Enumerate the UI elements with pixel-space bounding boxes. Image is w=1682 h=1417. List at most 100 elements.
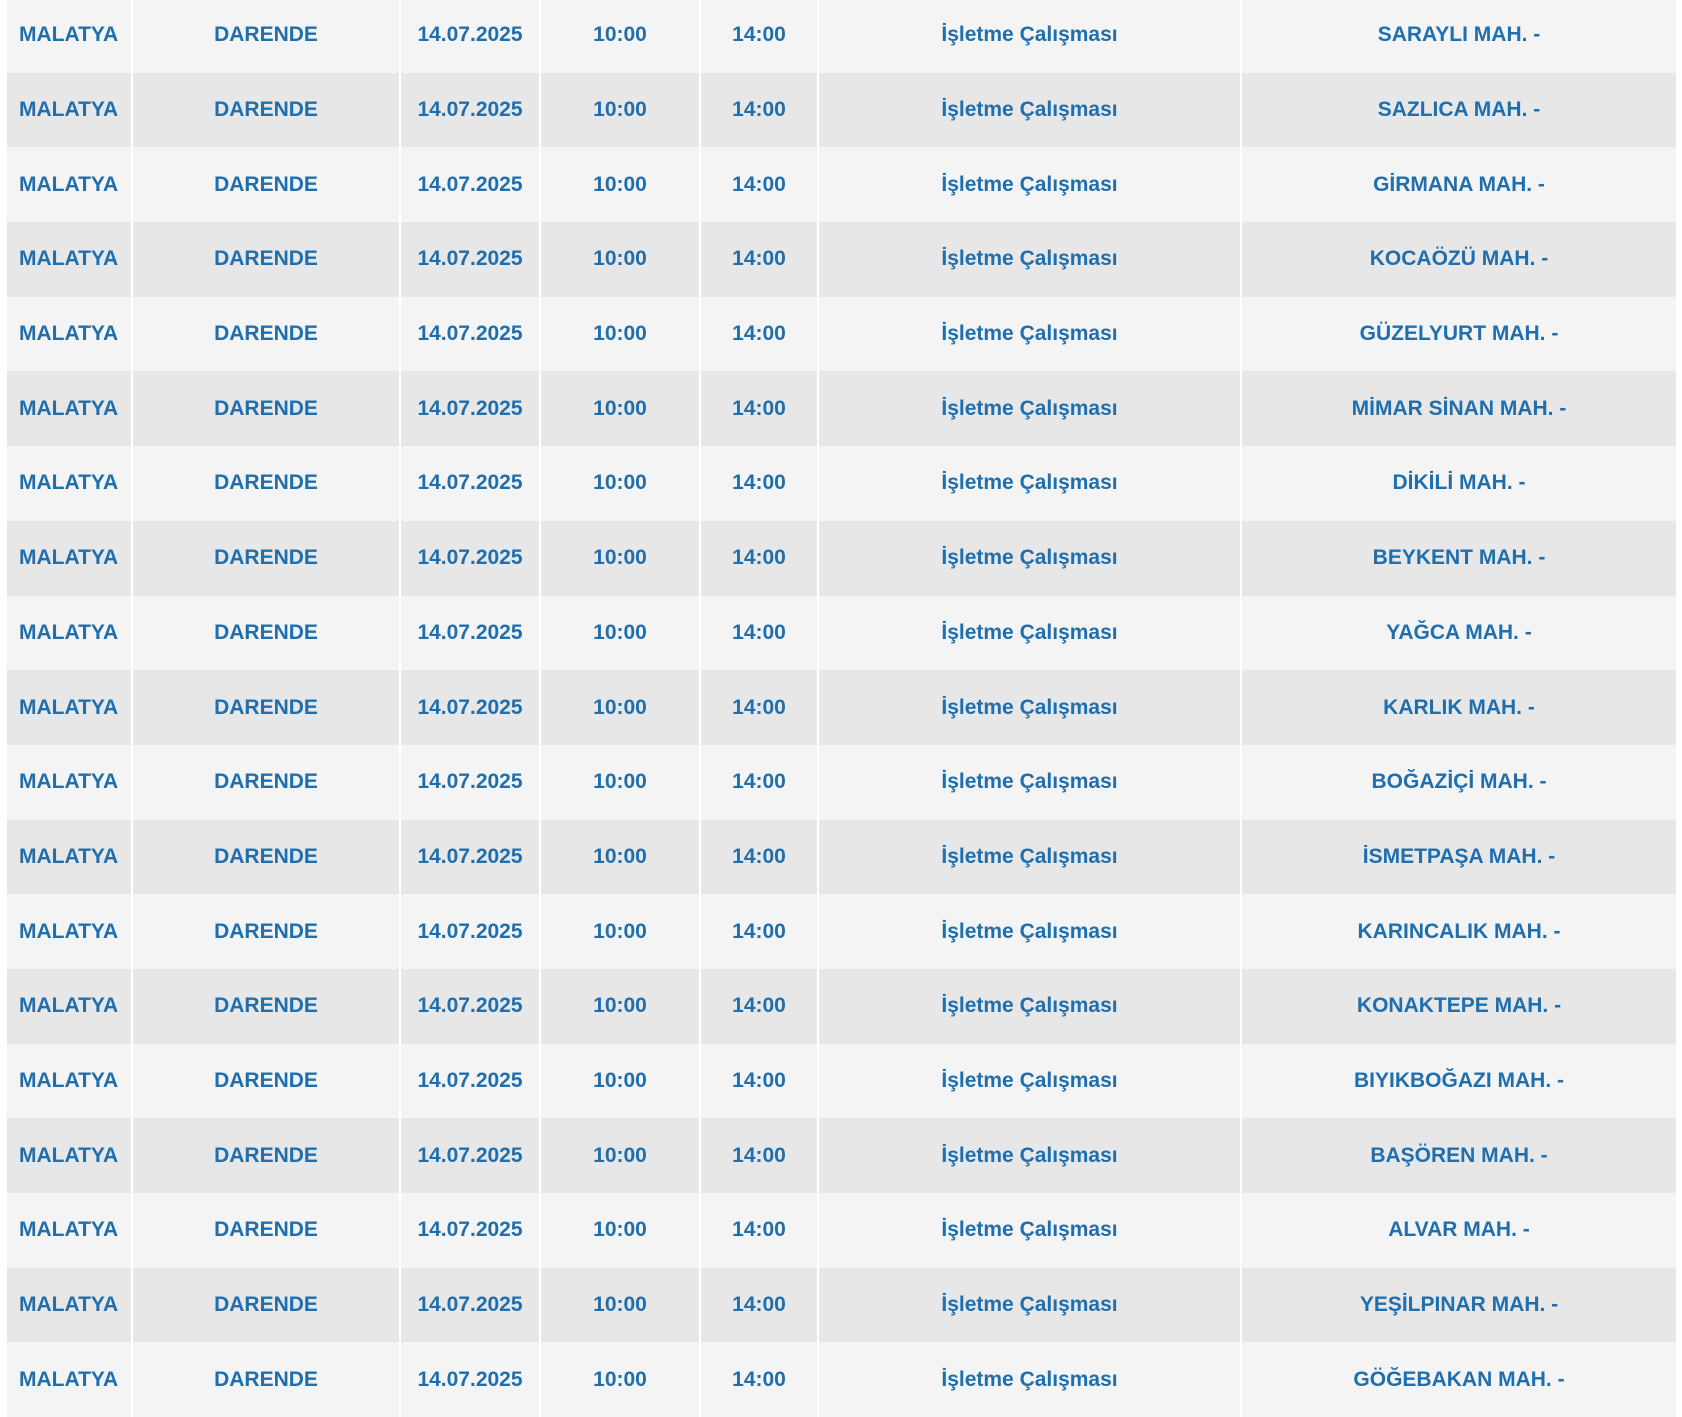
- province-cell: MALATYA: [7, 446, 133, 521]
- neighborhood-cell: İSMETPAŞA MAH. -: [1241, 819, 1676, 895]
- district-cell: DARENDE: [132, 371, 401, 447]
- start-time-cell: 10:00: [540, 1193, 701, 1268]
- district-cell: DARENDE: [132, 72, 401, 148]
- neighborhood-cell: BIYIKBOĞAZI MAH. -: [1241, 1043, 1676, 1119]
- province-cell: MALATYA: [7, 147, 133, 223]
- reason-cell: İşletme Çalışması: [818, 446, 1242, 521]
- province-cell: MALATYA: [7, 1043, 133, 1119]
- province-cell: MALATYA: [7, 744, 133, 820]
- province-cell: MALATYA: [7, 0, 133, 73]
- end-time-cell: 14:00: [700, 371, 819, 447]
- table-wrap: MALATYA DARENDE 14.07.2025 10:00 14:00 İşletm…: [7, 0, 1676, 1417]
- district-cell: DARENDE: [132, 520, 401, 596]
- date-cell: 14.07.2025: [400, 1118, 541, 1193]
- province-cell: MALATYA: [7, 670, 133, 745]
- end-time-cell: 14:00: [700, 894, 819, 969]
- province-cell: MALATYA: [7, 72, 133, 148]
- reason-cell: İşletme Çalışması: [818, 1193, 1242, 1268]
- start-time-cell: 10:00: [540, 0, 701, 73]
- start-time-cell: 10:00: [540, 894, 701, 969]
- start-time-cell: 10:00: [540, 72, 701, 148]
- end-time-cell: 14:00: [700, 1043, 819, 1119]
- province-cell: MALATYA: [7, 1342, 133, 1417]
- end-time-cell: 14:00: [700, 670, 819, 745]
- province-cell: MALATYA: [7, 595, 133, 671]
- reason-cell: İşletme Çalışması: [818, 520, 1242, 596]
- reason-cell: İşletme Çalışması: [818, 0, 1242, 73]
- neighborhood-cell: MİMAR SİNAN MAH. -: [1241, 371, 1676, 447]
- end-time-cell: 14:00: [700, 147, 819, 223]
- date-cell: 14.07.2025: [400, 371, 541, 447]
- date-cell: 14.07.2025: [400, 670, 541, 745]
- reason-cell: İşletme Çalışması: [818, 296, 1242, 372]
- reason-cell: İşletme Çalışması: [818, 1267, 1242, 1343]
- start-time-cell: 10:00: [540, 819, 701, 895]
- reason-cell: İşletme Çalışması: [818, 222, 1242, 297]
- date-cell: 14.07.2025: [400, 520, 541, 596]
- table-body: MALATYA DARENDE 14.07.2025 10:00 14:00 İşletm…: [7, 0, 1676, 1417]
- neighborhood-cell: SAZLICA MAH. -: [1241, 72, 1676, 148]
- end-time-cell: 14:00: [700, 1118, 819, 1193]
- date-cell: 14.07.2025: [400, 744, 541, 820]
- neighborhood-cell: GİRMANA MAH. -: [1241, 147, 1676, 223]
- neighborhood-cell: SARAYLI MAH. -: [1241, 0, 1676, 73]
- neighborhood-cell: GÜZELYURT MAH. -: [1241, 296, 1676, 372]
- start-time-cell: 10:00: [540, 595, 701, 671]
- start-time-cell: 10:00: [540, 446, 701, 521]
- reason-cell: İşletme Çalışması: [818, 147, 1242, 223]
- province-cell: MALATYA: [7, 894, 133, 969]
- district-cell: DARENDE: [132, 1267, 401, 1343]
- neighborhood-cell: KARINCALIK MAH. -: [1241, 894, 1676, 969]
- end-time-cell: 14:00: [700, 222, 819, 297]
- table-row: MALATYA DARENDE 14.07.2025 10:00 14:00 İşletm…: [7, 894, 1676, 969]
- date-cell: 14.07.2025: [400, 1267, 541, 1343]
- district-cell: DARENDE: [132, 968, 401, 1044]
- table-row: MALATYA DARENDE 14.07.2025 10:00 14:00 İşletm…: [7, 968, 1676, 1044]
- neighborhood-cell: YEŞİLPINAR MAH. -: [1241, 1267, 1676, 1343]
- date-cell: 14.07.2025: [400, 595, 541, 671]
- table-row: MALATYA DARENDE 14.07.2025 10:00 14:00 İşletm…: [7, 0, 1676, 73]
- neighborhood-cell: BEYKENT MAH. -: [1241, 520, 1676, 596]
- end-time-cell: 14:00: [700, 819, 819, 895]
- start-time-cell: 10:00: [540, 744, 701, 820]
- district-cell: DARENDE: [132, 1118, 401, 1193]
- table-row: MALATYA DARENDE 14.07.2025 10:00 14:00 İşletm…: [7, 819, 1676, 895]
- neighborhood-cell: KONAKTEPE MAH. -: [1241, 968, 1676, 1044]
- district-cell: DARENDE: [132, 446, 401, 521]
- table-row: MALATYA DARENDE 14.07.2025 10:00 14:00 İşletm…: [7, 744, 1676, 820]
- district-cell: DARENDE: [132, 147, 401, 223]
- table-row: MALATYA DARENDE 14.07.2025 10:00 14:00 İşletm…: [7, 72, 1676, 148]
- start-time-cell: 10:00: [540, 670, 701, 745]
- start-time-cell: 10:00: [540, 222, 701, 297]
- province-cell: MALATYA: [7, 819, 133, 895]
- date-cell: 14.07.2025: [400, 1043, 541, 1119]
- end-time-cell: 14:00: [700, 1267, 819, 1343]
- start-time-cell: 10:00: [540, 1342, 701, 1417]
- reason-cell: İşletme Çalışması: [818, 968, 1242, 1044]
- end-time-cell: 14:00: [700, 968, 819, 1044]
- district-cell: DARENDE: [132, 222, 401, 297]
- date-cell: 14.07.2025: [400, 819, 541, 895]
- neighborhood-cell: KOCAÖZÜ MAH. -: [1241, 222, 1676, 297]
- end-time-cell: 14:00: [700, 744, 819, 820]
- outage-table: MALATYA DARENDE 14.07.2025 10:00 14:00 İşletm…: [7, 0, 1676, 1417]
- reason-cell: İşletme Çalışması: [818, 744, 1242, 820]
- table-row: MALATYA DARENDE 14.07.2025 10:00 14:00 İşletm…: [7, 446, 1676, 521]
- neighborhood-cell: YAĞCA MAH. -: [1241, 595, 1676, 671]
- province-cell: MALATYA: [7, 1118, 133, 1193]
- end-time-cell: 14:00: [700, 296, 819, 372]
- end-time-cell: 14:00: [700, 1193, 819, 1268]
- start-time-cell: 10:00: [540, 1267, 701, 1343]
- reason-cell: İşletme Çalışması: [818, 1118, 1242, 1193]
- date-cell: 14.07.2025: [400, 0, 541, 73]
- start-time-cell: 10:00: [540, 1043, 701, 1119]
- date-cell: 14.07.2025: [400, 1342, 541, 1417]
- date-cell: 14.07.2025: [400, 968, 541, 1044]
- table-row: MALATYA DARENDE 14.07.2025 10:00 14:00 İşletm…: [7, 296, 1676, 372]
- reason-cell: İşletme Çalışması: [818, 72, 1242, 148]
- reason-cell: İşletme Çalışması: [818, 1043, 1242, 1119]
- district-cell: DARENDE: [132, 1193, 401, 1268]
- neighborhood-cell: ALVAR MAH. -: [1241, 1193, 1676, 1268]
- reason-cell: İşletme Çalışması: [818, 819, 1242, 895]
- province-cell: MALATYA: [7, 296, 133, 372]
